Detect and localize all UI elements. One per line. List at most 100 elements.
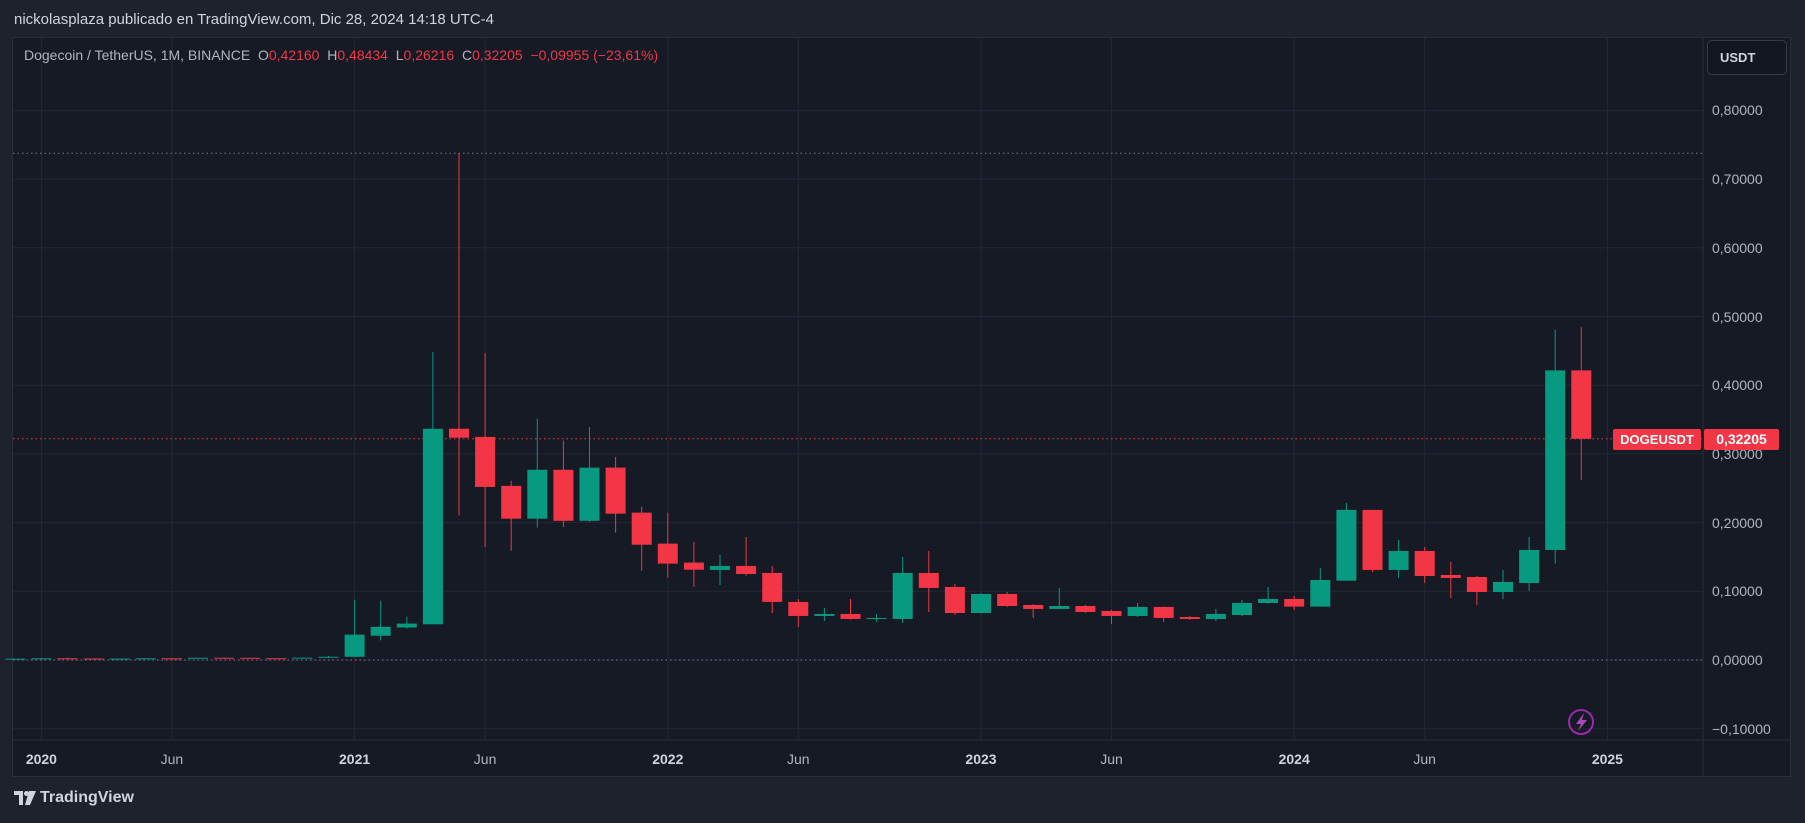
candle: [5, 658, 26, 660]
candle-body: [657, 543, 678, 564]
candle-body: [57, 658, 78, 660]
candle: [266, 658, 287, 660]
candle-body: [449, 428, 469, 438]
candle-body: [683, 562, 704, 570]
tradingview-logo[interactable]: TradingView: [14, 789, 134, 807]
candle-body: [1545, 370, 1566, 550]
candle-body: [1440, 575, 1461, 578]
time-tick-label: Jun: [473, 751, 497, 767]
candle: [188, 657, 208, 659]
price-tick-label: 0,20000: [1712, 514, 1763, 531]
candle: [683, 541, 704, 587]
symbol-info[interactable]: Dogecoin / TetherUS, 1M, BINANCE: [24, 47, 251, 63]
symbol-price-tag: DOGEUSDT: [1613, 429, 1701, 450]
candle: [997, 591, 1018, 607]
candle: [605, 456, 626, 533]
candle: [892, 556, 913, 623]
candle: [57, 657, 78, 660]
candle: [1258, 586, 1279, 604]
candle-body: [1336, 509, 1357, 581]
candle: [1101, 609, 1122, 625]
price-tick-label: 0,70000: [1712, 171, 1763, 188]
candle-body: [240, 657, 261, 659]
time-tick-label: Jun: [1100, 751, 1123, 767]
candle-body: [135, 658, 156, 660]
candle: [1362, 509, 1383, 573]
candle-body: [422, 428, 443, 625]
candles: [5, 153, 1592, 660]
candle-body: [318, 656, 339, 658]
candle-body: [553, 469, 574, 521]
candle-body: [1414, 550, 1435, 576]
candle: [1519, 536, 1540, 591]
open-value: 0,42160: [268, 47, 320, 63]
low-value: 0,26216: [403, 47, 455, 63]
grid: [13, 38, 1790, 776]
candle-body: [188, 657, 208, 659]
candle-body: [31, 658, 52, 660]
candle-body: [1362, 509, 1383, 570]
price-tick-label: 0,80000: [1712, 102, 1763, 119]
candle: [553, 440, 574, 527]
candle: [1571, 327, 1592, 480]
candle-body: [918, 572, 939, 588]
candle-body: [83, 658, 104, 660]
candle-body: [710, 565, 730, 570]
candle-body: [840, 613, 861, 619]
candle: [1205, 608, 1226, 621]
candle: [449, 153, 469, 516]
time-tick-label: Jun: [787, 751, 810, 767]
candle: [918, 550, 939, 612]
candle: [109, 658, 130, 660]
candle-body: [1284, 598, 1305, 607]
time-tick-label: 2023: [965, 751, 997, 767]
candle-body: [631, 512, 652, 545]
candle-body: [1205, 613, 1226, 619]
candle-body: [579, 467, 600, 521]
candle-body: [1310, 579, 1331, 607]
candle: [1284, 595, 1305, 610]
price-tick-label: 0,60000: [1712, 239, 1763, 256]
candle-body: [762, 572, 783, 602]
candle: [501, 480, 522, 551]
candle-body: [161, 658, 182, 660]
candle: [736, 536, 757, 576]
tradingview-logo-icon: [14, 791, 36, 805]
candle: [971, 592, 991, 614]
candle: [1023, 604, 1044, 618]
candle: [1388, 539, 1409, 578]
reference-lines: [13, 152, 1703, 661]
candle: [840, 598, 861, 620]
candle: [344, 599, 365, 658]
candle: [1127, 602, 1148, 617]
candle-body: [892, 572, 913, 619]
candle: [1153, 606, 1174, 623]
candle: [1545, 329, 1566, 564]
high-value: 0,48434: [337, 47, 388, 63]
candle-body: [292, 657, 313, 659]
candle-body: [214, 657, 235, 659]
currency-button[interactable]: USDT: [1707, 40, 1787, 75]
price-tick-label: 0,50000: [1712, 308, 1763, 325]
candle: [214, 657, 235, 659]
lightning-icon[interactable]: [1568, 709, 1594, 735]
candle: [579, 426, 600, 522]
candle-body: [1179, 616, 1200, 619]
candle-body: [1049, 606, 1070, 609]
candle-body: [1232, 602, 1252, 616]
brand-name: TradingView: [40, 789, 134, 806]
candle: [1075, 604, 1096, 614]
candle-body: [605, 467, 626, 514]
candle: [1466, 575, 1487, 606]
close-value: 0,32205: [472, 47, 523, 63]
candle-body: [1101, 610, 1122, 616]
time-tick-label: Jun: [1413, 751, 1436, 767]
chart-panel[interactable]: [12, 37, 1791, 777]
candle-body: [1466, 577, 1487, 592]
candle: [788, 598, 809, 628]
candle: [1336, 502, 1357, 581]
candle-body: [1023, 604, 1044, 609]
time-tick-label: 2025: [1591, 751, 1623, 767]
candle: [422, 352, 443, 625]
